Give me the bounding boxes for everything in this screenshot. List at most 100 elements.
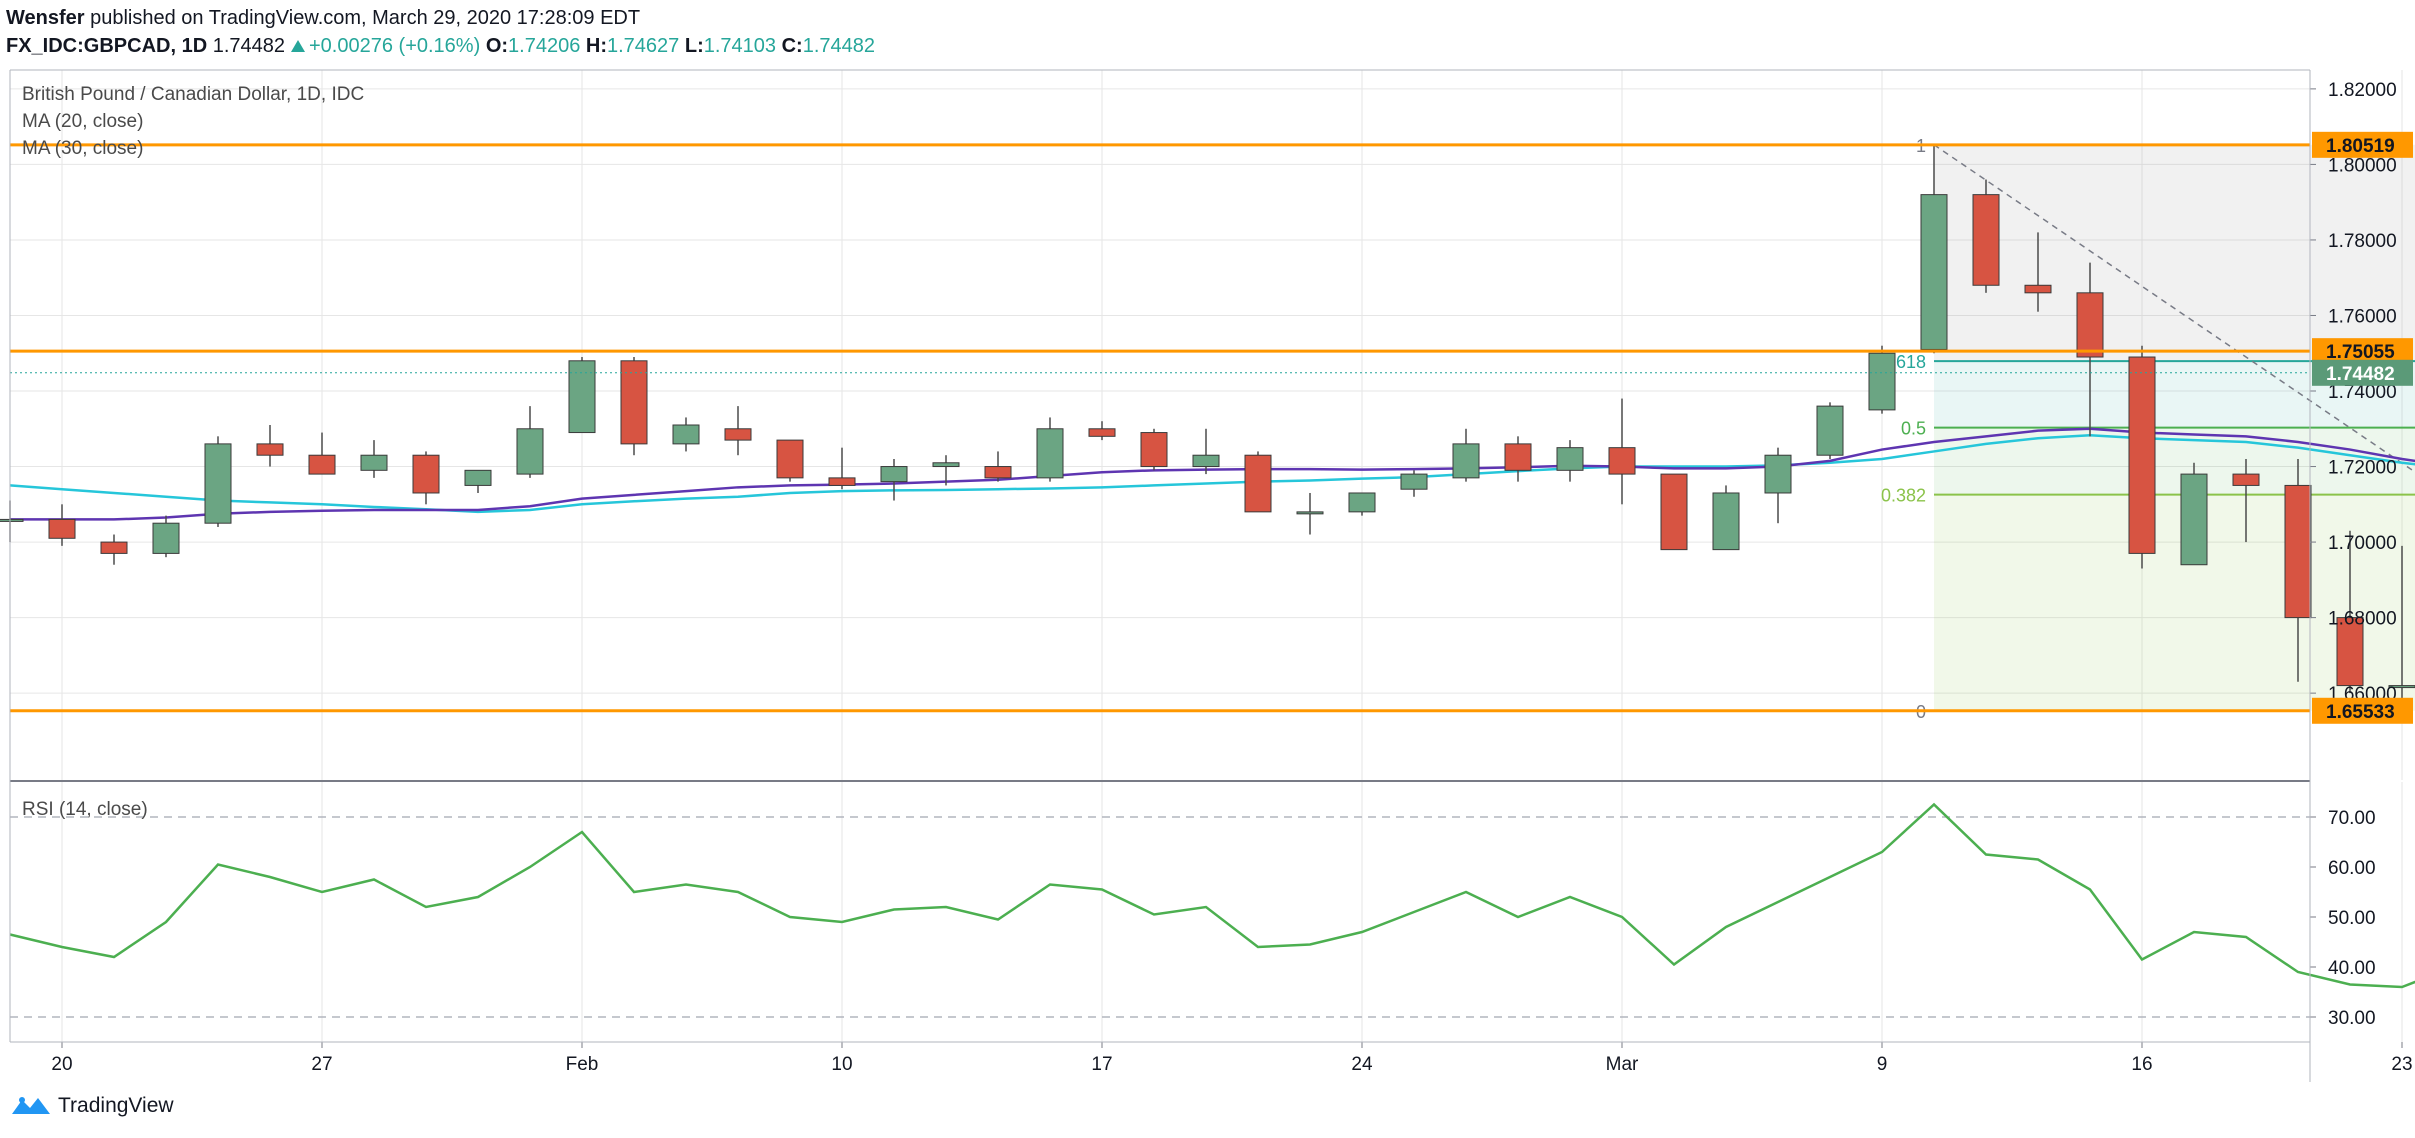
open-value: 1.74206: [508, 35, 581, 57]
candle-down: [776, 439, 804, 479]
candle-down: [2336, 617, 2364, 687]
candle-up: [1868, 352, 1896, 411]
time-axis-label: Mar: [1606, 1054, 1639, 1075]
last-price-badge-label: 1.74482: [2326, 364, 2395, 385]
pane-frames: [9, 69, 2311, 1082]
low-value: 1.74103: [703, 35, 777, 57]
tradingview-brand-text: TradingView: [58, 1094, 174, 1117]
candle-up: [1556, 447, 1584, 471]
time-axis-label: 24: [1351, 1054, 1373, 1075]
horizontal-price-lines[interactable]: [10, 143, 2310, 713]
candle-down: [1504, 443, 1532, 471]
ma30-legend: MA (30, close): [22, 138, 143, 159]
candle-up: [464, 469, 492, 486]
candle-up: [672, 424, 700, 445]
candle-down: [620, 360, 648, 445]
rsi-pane: 70.00 60.00 50.00 40.00 30.00: [9, 802, 2415, 1029]
main-legend-title: British Pound / Canadian Dollar, 1D, IDC: [22, 84, 364, 105]
fib-zone-0382-0: [1934, 494, 2415, 711]
price-line-badge: [2312, 697, 2413, 724]
chart-header: Wensfer published on TradingView.com, Ma…: [6, 4, 2406, 60]
price-axis-label: 1.74000: [2328, 382, 2397, 403]
fib-level-label: 0.5: [1901, 419, 1926, 439]
high-label: H:: [585, 35, 607, 57]
candle-down: [1088, 428, 1116, 437]
price-line-badge: [2312, 131, 2413, 158]
candle-up: [1764, 454, 1792, 494]
candle-up: [2388, 685, 2415, 689]
rsi-axis-label: 40.00: [2328, 958, 2376, 979]
candle-down: [1660, 473, 1688, 551]
fib-zone-1-0618: [1934, 144, 2415, 362]
publish-line: Wensfer published on TradingView.com, Ma…: [6, 4, 2406, 32]
price-axis-label: 1.68000: [2328, 609, 2397, 630]
price-axis-label: 1.78000: [2328, 231, 2397, 252]
candle-down: [2128, 356, 2156, 554]
candle-down: [412, 454, 440, 494]
last-price-text: 1.74482: [212, 35, 285, 57]
price-axis-label: 1.80000: [2328, 155, 2397, 176]
rsi-axis-label: 60.00: [2328, 858, 2376, 879]
candle-up: [1192, 454, 1220, 468]
open-label: O:: [485, 35, 509, 57]
author-name[interactable]: Wensfer: [6, 7, 85, 29]
candle-up: [1400, 473, 1428, 490]
candle-up: [1816, 405, 1844, 456]
pane-legends: British Pound / Canadian Dollar, 1D, IDC…: [22, 84, 364, 820]
candle-up: [152, 522, 180, 554]
candle-up: [1712, 492, 1740, 551]
symbol-name: FX_IDC:GBPCAD, 1D: [6, 35, 208, 57]
candle-up: [1036, 428, 1064, 479]
candle-down: [100, 541, 128, 554]
candle-down: [2024, 284, 2052, 294]
candle-up: [1452, 443, 1480, 479]
time-axis-label: 17: [1091, 1054, 1112, 1075]
low-label: L:: [684, 35, 704, 57]
candle-up: [2180, 473, 2208, 566]
rsi-axis-label: 70.00: [2328, 808, 2376, 829]
time-axis-label: 27: [311, 1054, 332, 1075]
price-axis-label: 1.72000: [2328, 458, 2397, 479]
candle-down: [984, 466, 1012, 479]
rsi-legend: RSI (14, close): [22, 799, 148, 820]
high-value: 1.74627: [607, 35, 680, 57]
candle-down: [1608, 447, 1636, 475]
candle-up: [516, 428, 544, 475]
time-axis-label: 9: [1877, 1054, 1888, 1075]
price-axis[interactable]: 1.82000 1.80000 1.78000 1.76000 1.74000 1.720…: [2310, 80, 2413, 724]
footer-brand[interactable]: TradingView: [10, 1094, 174, 1118]
price-change: +0.00276 (+0.16%): [309, 35, 481, 57]
rsi-axis-label: 30.00: [2328, 1008, 2376, 1029]
time-axis-label: 10: [831, 1054, 852, 1075]
candle-up: [0, 518, 24, 522]
rsi-line: [9, 802, 2415, 989]
price-axis-label: 1.70000: [2328, 533, 2397, 554]
candlestick-series: [0, 145, 2415, 711]
fib-level-label: 0.382: [1881, 486, 1926, 506]
time-axis-label: 23: [2391, 1054, 2412, 1075]
rsi-axis-label: 50.00: [2328, 908, 2376, 929]
close-value: 1.74482: [802, 35, 876, 57]
candle-down: [1972, 194, 2000, 286]
candle-down: [308, 454, 336, 475]
candle-down: [2232, 473, 2260, 486]
time-axis-label: 16: [2131, 1054, 2152, 1075]
price-line-badge-label: 1.65533: [2326, 702, 2395, 723]
candle-down: [48, 518, 76, 539]
candle-up: [1348, 492, 1376, 513]
time-axis[interactable]: 2027Feb101724Mar91623Apr: [51, 1042, 2415, 1075]
candle-up: [360, 454, 388, 471]
candle-up: [204, 443, 232, 524]
candle-up: [568, 360, 596, 434]
candle-down: [2076, 292, 2104, 358]
time-axis-label: Feb: [566, 1054, 599, 1075]
moving-averages: [9, 427, 2415, 521]
candle-up: [880, 466, 908, 483]
ma20-line: [10, 427, 2415, 521]
price-line-badge-label: 1.80519: [2326, 136, 2395, 157]
time-axis-label: 20: [51, 1054, 72, 1075]
candle-down: [2284, 484, 2312, 619]
price-axis-label: 1.76000: [2328, 306, 2397, 327]
